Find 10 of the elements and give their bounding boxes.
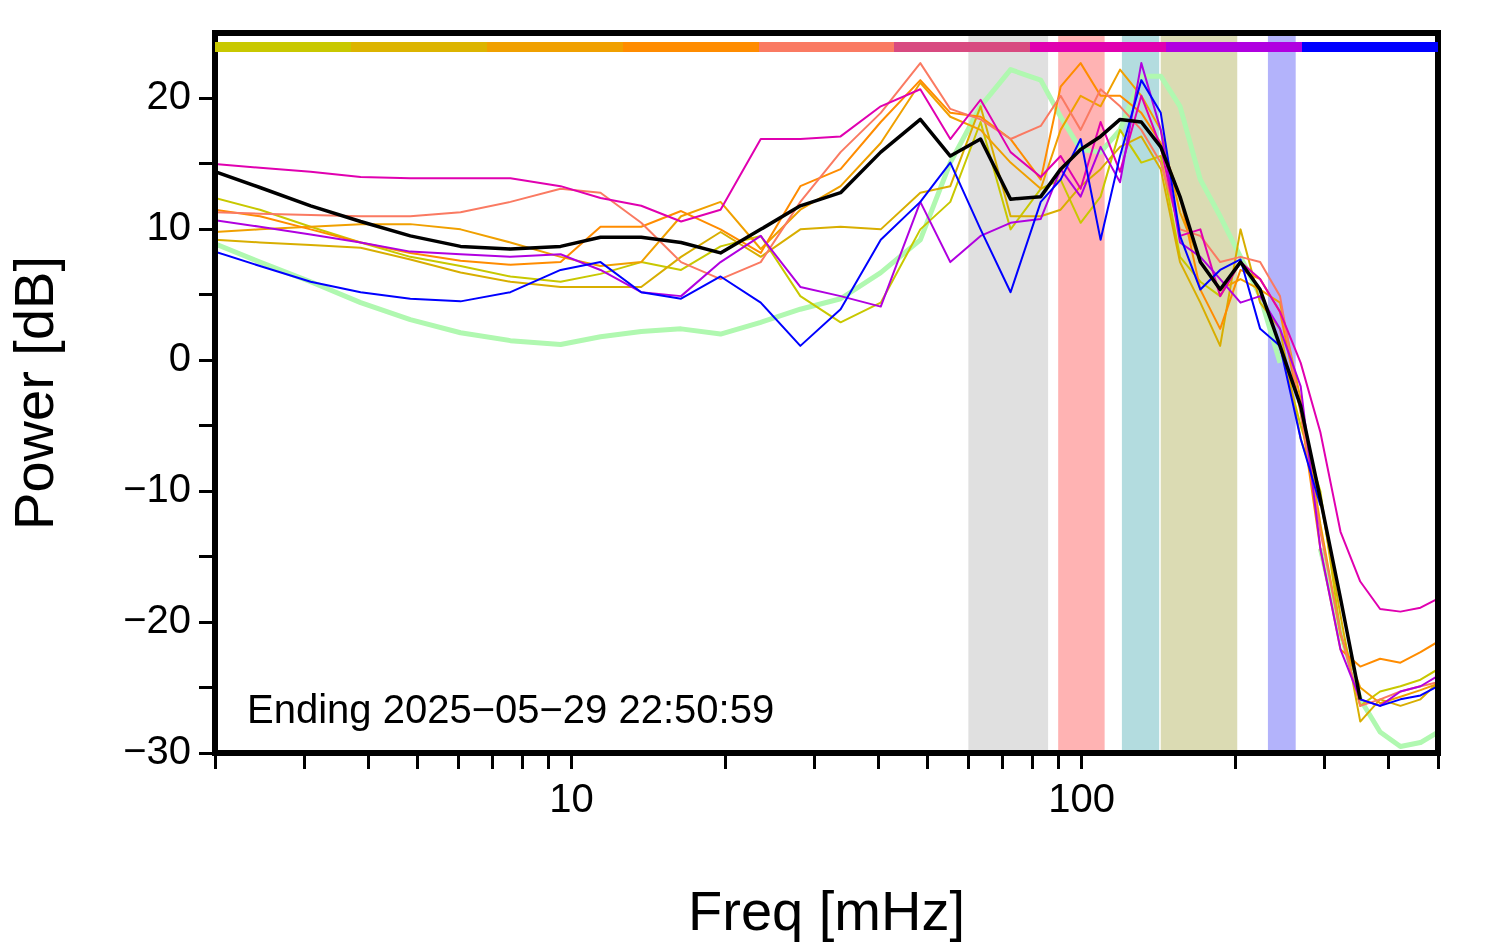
y-tick-label: 20 bbox=[146, 73, 191, 118]
y-tick-label: −20 bbox=[123, 597, 191, 642]
annotation: Ending 2025−05−29 22:50:59 bbox=[247, 687, 775, 731]
x-axis-title: Freq [mHz] bbox=[688, 878, 965, 942]
y-tick-label: 0 bbox=[168, 335, 191, 380]
x-tick-label: 100 bbox=[1048, 776, 1115, 821]
y-axis-title: Power [dB] bbox=[2, 256, 66, 530]
y-tick-label: −10 bbox=[123, 466, 191, 511]
y-tick-label: −30 bbox=[123, 728, 191, 773]
y-tick-label: 10 bbox=[146, 204, 191, 249]
